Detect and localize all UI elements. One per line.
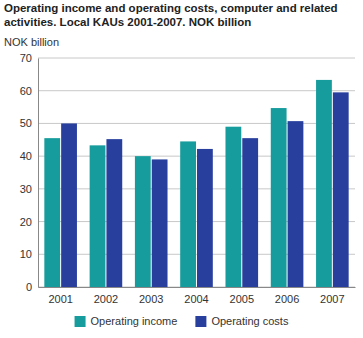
y-tick: 20	[20, 216, 38, 228]
x-tick-label: 2002	[94, 293, 118, 305]
y-axis: 0 10 20 30 40 50 60 70	[20, 52, 39, 293]
bar	[316, 80, 332, 287]
grid-line	[38, 90, 355, 91]
y-tick: 0	[26, 281, 38, 293]
bar	[61, 123, 77, 287]
x-tick-label: 2003	[139, 293, 163, 305]
x-tick: 2002	[94, 287, 118, 305]
bar	[242, 138, 258, 287]
legend-swatch	[75, 316, 86, 327]
y-tick: 40	[20, 150, 38, 162]
x-tick: 2006	[275, 287, 299, 305]
y-tick-label: 50	[20, 117, 32, 129]
title: Operating income and operating costs, co…	[4, 2, 338, 28]
y-tick: 70	[20, 52, 38, 64]
y-tick-label: 10	[20, 248, 32, 260]
y-tick: 50	[20, 117, 38, 129]
bar	[152, 159, 168, 287]
grid-line	[38, 156, 355, 157]
bar	[135, 156, 151, 287]
x-tick-label: 2004	[184, 293, 208, 305]
bar	[90, 145, 106, 287]
series	[44, 80, 332, 287]
y-tick-label: 70	[20, 52, 32, 64]
y-tick: 60	[20, 85, 38, 97]
x-tick: 2003	[139, 287, 163, 305]
x-axis: 2001 2002 2003 2004 2005 2006 2007	[39, 287, 356, 305]
x-tick-label: 2005	[230, 293, 254, 305]
y-axis-title: NOK billion	[4, 36, 59, 48]
y-tick-label: 40	[20, 150, 32, 162]
grid-line	[38, 221, 355, 222]
legend-item: Operating income	[75, 315, 178, 327]
y-tick-label: 30	[20, 183, 32, 195]
y-tick: 10	[20, 248, 38, 260]
grid-line	[38, 123, 355, 124]
x-axis-line	[39, 287, 356, 288]
y-tick: 30	[20, 183, 38, 195]
grid-line	[38, 58, 355, 59]
x-tick-label: 2006	[275, 293, 299, 305]
series	[61, 92, 349, 287]
x-tick: 2004	[184, 287, 208, 305]
x-tick-label: 2001	[48, 293, 72, 305]
legend-label: Operating costs	[211, 315, 289, 327]
bar	[197, 149, 213, 287]
grid-line	[38, 287, 355, 288]
y-tick-label: 20	[20, 216, 32, 228]
y-tick-label: 0	[26, 281, 32, 293]
bar	[288, 121, 304, 287]
chart: Operating income and operating costs, co…	[0, 0, 363, 338]
bar	[333, 92, 349, 287]
plot: 0102030405060702001200220032004200520062…	[20, 52, 356, 305]
y-axis-line	[38, 59, 39, 288]
legend-item: Operating costs	[195, 315, 289, 327]
grid	[38, 58, 355, 287]
y-tick-label: 60	[20, 85, 32, 97]
x-tick: 2005	[230, 287, 254, 305]
bar	[106, 139, 122, 287]
grid-line	[38, 254, 355, 255]
grid-line	[38, 188, 355, 189]
bar	[180, 141, 196, 287]
bars	[44, 80, 348, 287]
x-tick-label: 2007	[320, 293, 344, 305]
legend: Operating income Operating costs	[75, 315, 289, 327]
bar	[271, 108, 287, 287]
x-tick: 2007	[320, 287, 344, 305]
bar	[44, 138, 60, 287]
bar	[225, 127, 241, 287]
legend-label: Operating income	[91, 315, 178, 327]
legend-swatch	[195, 316, 206, 327]
x-tick: 2001	[48, 287, 72, 305]
